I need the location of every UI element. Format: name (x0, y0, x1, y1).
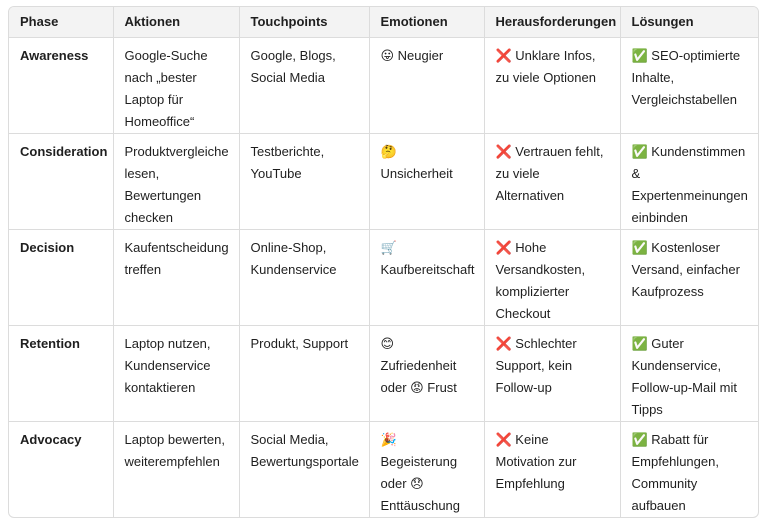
table-cell: Produkt, Support (239, 325, 370, 422)
table-cell: ❌ Hohe Versandkosten, komplizierter Chec… (484, 229, 621, 326)
table-cell: Laptop nutzen, Kundenservice kontaktiere… (113, 325, 240, 422)
table-cell: 😛 Neugier (369, 37, 485, 134)
table-cell: Kaufentscheidung treffen (113, 229, 240, 326)
table-cell: Testberichte, YouTube (239, 133, 370, 230)
table-cell: ❌ Keine Motivation zur Empfehlung (484, 421, 621, 517)
table-row: Consideration Produktvergleiche lesen, Be… (9, 133, 758, 230)
table-header: Phase Aktionen Touchpoints Emotionen Herausf… (9, 7, 758, 38)
table-cell: ❌ Vertrauen fehlt, zu viele Alternativen (484, 133, 621, 230)
table-row: Retention Laptop nutzen, Kundenservice ko… (9, 325, 758, 422)
table-cell: ✅ SEO-optimierte Inhalte, Vergleichstabe… (620, 37, 758, 134)
table-cell: Google, Blogs, Social Media (239, 37, 370, 134)
table-row: Awareness Google-Suche nach „bester Lapto… (9, 37, 758, 134)
phase-cell: Advocacy (9, 421, 114, 517)
table-container: Phase Aktionen Touchpoints Emotionen Herausf… (8, 6, 759, 518)
header-cell: Touchpoints (239, 7, 370, 38)
table-cell: ✅ Kundenstimmen & Expertenmeinungen einb… (620, 133, 758, 230)
phase-cell: Awareness (9, 37, 114, 134)
table-body: Awareness Google-Suche nach „bester Lapto… (9, 37, 758, 517)
phase-cell: Decision (9, 229, 114, 326)
phase-cell: Consideration (9, 133, 114, 230)
header-cell: Herausforderungen (484, 7, 621, 38)
header-cell: Aktionen (113, 7, 240, 38)
table-cell: ✅ Kostenloser Versand, einfacher Kaufpro… (620, 229, 758, 326)
table-cell: ✅ Rabatt für Empfehlungen, Community auf… (631, 431, 719, 513)
table-cell: ❌ Unklare Infos, zu viele Optionen (484, 37, 621, 134)
table-cell: Laptop bewerten, weiterempfehlen (113, 421, 240, 517)
table-cell: Social Media, Bewertungsportale (239, 421, 370, 517)
table-cell: 🤔 Unsicherheit (369, 133, 485, 230)
phase-cell: Retention (9, 325, 114, 422)
header-row: Phase Aktionen Touchpoints Emotionen Herausf… (9, 7, 758, 38)
header-cell: Emotionen (369, 7, 485, 38)
table-cell: 🛒 Kaufbereitschaft (369, 229, 485, 326)
table-cell: ✅ Guter Kundenservice, Follow-up-Mail mi… (620, 325, 758, 422)
table-cell: Online-Shop, Kundenservice (239, 229, 370, 326)
table-row: Decision Kaufentscheidung treffen Online-S… (9, 229, 758, 326)
table-row: Advocacy Laptop bewerten, weiterempfehlen… (9, 421, 758, 517)
table-cell: ❌ Schlechter Support, kein Follow-up (484, 325, 621, 422)
header-cell: Lösungen (620, 7, 758, 38)
table-cell: Google-Suche nach „bester Laptop für Hom… (113, 37, 240, 134)
table-cell: 😊 Zufriedenheit oder 😡 Frust (369, 325, 485, 422)
table-cell: 🎉 Begeisterung oder 😞 Enttäuschung (369, 421, 485, 517)
journey-table: Phase Aktionen Touchpoints Emotionen Herausf… (9, 7, 758, 517)
header-cell: Phase (9, 7, 114, 38)
table-cell: Produktvergleiche lesen, Bewertungen che… (113, 133, 240, 230)
